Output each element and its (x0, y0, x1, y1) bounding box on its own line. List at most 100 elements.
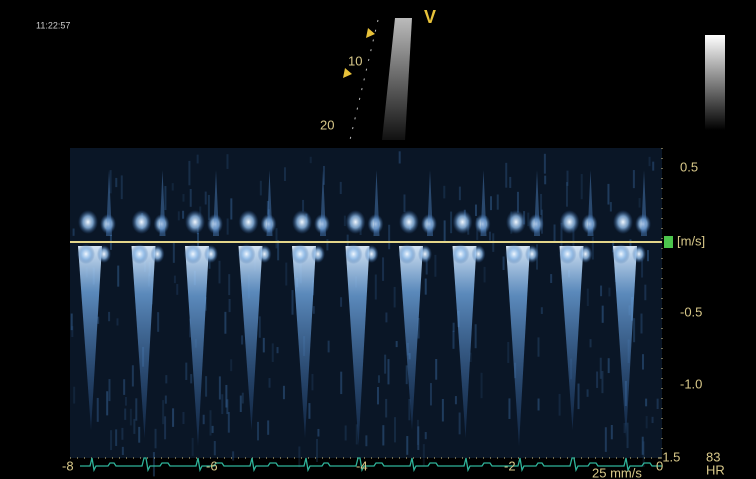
doppler-blob (399, 210, 419, 234)
speckle (633, 170, 635, 188)
doppler-blob (452, 244, 470, 264)
speckle (645, 399, 647, 407)
speckle (340, 182, 342, 194)
speckle (345, 425, 347, 440)
speckle (550, 274, 552, 283)
speckle (328, 341, 330, 353)
velocity-label: -1.0 (680, 376, 702, 391)
speckle (106, 391, 108, 415)
speckle (406, 436, 408, 455)
speckle (385, 312, 387, 322)
speckle (176, 284, 178, 295)
speckle (365, 435, 367, 446)
speckle (652, 162, 654, 171)
speckle (182, 211, 184, 219)
speckle (503, 256, 505, 269)
gray-scale-bar (705, 35, 725, 130)
speckle (208, 195, 210, 220)
doppler-blob (238, 244, 256, 264)
speckle (406, 365, 408, 384)
speckle (396, 341, 398, 347)
speckle (228, 412, 230, 433)
ultrasound-screen: 11:22:57 V 10 20 0.5 [m/s] -0.5 -1.0 -1.… (0, 0, 756, 479)
doppler-blob (151, 245, 165, 263)
speckle (121, 428, 123, 440)
doppler-blob (472, 245, 486, 263)
doppler-blob (365, 245, 379, 263)
speckle (430, 383, 432, 405)
speckle (384, 355, 386, 374)
speckle (123, 379, 125, 395)
speckle (434, 255, 436, 277)
speckle (229, 299, 231, 312)
speckle (601, 371, 603, 393)
doppler-blob (184, 244, 202, 264)
doppler-blob (131, 244, 149, 264)
speckle (135, 398, 137, 420)
speckle (611, 425, 613, 439)
speckle (209, 410, 211, 435)
speckle (226, 399, 228, 414)
speckle (475, 324, 477, 348)
speckle (382, 425, 384, 445)
speckle (164, 186, 166, 210)
speckle (263, 338, 265, 353)
speckle (610, 202, 612, 211)
speckle (178, 211, 180, 220)
speckle (600, 286, 602, 297)
speckle (633, 318, 635, 342)
speckle (219, 376, 221, 399)
speckle (605, 427, 607, 452)
speckle (652, 417, 654, 423)
speckle (581, 174, 583, 199)
doppler-blob (291, 244, 309, 264)
speckle (242, 393, 244, 404)
speckle (497, 194, 499, 209)
speckle (316, 439, 318, 462)
speckle (399, 151, 401, 163)
speckle (221, 394, 223, 414)
speckle (214, 441, 216, 455)
speckle (310, 157, 312, 163)
speckle (475, 205, 477, 216)
heart-rate-label: HR (706, 462, 725, 477)
speckle (443, 186, 445, 199)
speckle (642, 354, 644, 369)
speckle (125, 397, 127, 406)
probe-mark: V (424, 7, 436, 27)
speckle (205, 376, 207, 397)
speckle (455, 396, 457, 404)
speckle (73, 387, 75, 404)
speckle (108, 312, 110, 321)
clock: 11:22:57 (36, 20, 70, 30)
velocity-unit: [m/s] (677, 233, 705, 248)
speckle (566, 171, 568, 186)
speckle (192, 438, 194, 456)
speckle (190, 374, 192, 383)
doppler-spectrum (70, 148, 662, 476)
speckle (97, 398, 99, 422)
speckle (284, 167, 286, 181)
doppler-blob (78, 210, 98, 234)
speckle (394, 417, 396, 442)
speckle (172, 183, 174, 190)
speckle (292, 290, 294, 315)
speckle (272, 343, 274, 362)
time-label: -4 (356, 458, 368, 473)
speckle (388, 225, 390, 249)
speckle (644, 285, 646, 301)
baseline-marker (664, 236, 673, 248)
speckle (382, 257, 384, 281)
speckle (197, 155, 199, 164)
speckle (459, 413, 461, 435)
doppler-blob (579, 245, 593, 263)
speckle (484, 267, 486, 283)
speckle (121, 175, 123, 199)
speckle (554, 224, 556, 241)
speckle (205, 192, 207, 205)
speckle (227, 218, 229, 234)
speckle (133, 419, 135, 434)
speckle (490, 196, 492, 210)
speckle (219, 261, 221, 284)
speckle (277, 347, 279, 353)
